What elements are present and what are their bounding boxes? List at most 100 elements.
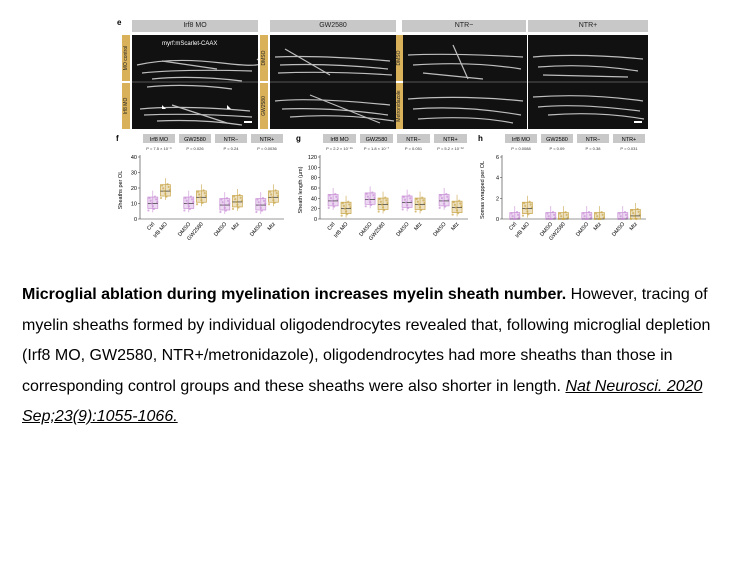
data-point-f: [258, 203, 261, 207]
data-point-h: [551, 210, 555, 214]
data-point-f: [197, 190, 200, 193]
data-point-f: [184, 196, 187, 200]
data-point-h: [550, 217, 553, 221]
micrograph-ntr-minus: [403, 35, 527, 129]
xtick-label-h: Mtz: [593, 221, 603, 232]
data-point-g: [415, 197, 418, 201]
data-point-h: [566, 216, 569, 219]
data-point-g: [328, 194, 331, 197]
data-point-g: [446, 195, 449, 198]
data-point-g: [346, 213, 349, 216]
data-point-h: [547, 215, 550, 218]
data-point-h: [565, 213, 568, 216]
figure-caption: Microglial ablation during myelination i…: [22, 280, 742, 433]
caption-citation[interactable]: Nat Neurosci. 2020 Sep;23(9):1055-1066.: [22, 377, 703, 426]
data-point-f: [161, 184, 164, 187]
data-point-g: [452, 200, 455, 204]
xtick-label-g: DMSO: [432, 221, 448, 238]
group-name-f: NTR+: [260, 137, 275, 143]
ytick-label-g: 80: [311, 176, 317, 182]
xtick-label-f: Irf8 MO: [153, 221, 170, 239]
ytick-label-h: 0: [496, 217, 499, 223]
caption-body: However, tracing of myelin sheaths forme…: [22, 286, 711, 395]
pvalue-f: P = 7.5 × 10⁻⁶: [146, 146, 172, 151]
data-point-g: [421, 196, 424, 199]
group-name-h: NTR−: [586, 137, 601, 143]
ytick-label-f: 0: [134, 217, 137, 223]
xtick-label-f: DMSO: [213, 221, 229, 238]
data-point-g: [455, 209, 459, 212]
data-point-g: [327, 206, 330, 209]
data-point-h: [553, 213, 556, 216]
data-point-f: [231, 207, 235, 210]
data-point-h: [601, 213, 604, 216]
data-point-g: [401, 208, 404, 211]
data-point-h: [622, 217, 625, 221]
data-point-g: [441, 199, 445, 203]
data-point-g: [422, 199, 425, 202]
data-point-f: [183, 209, 186, 212]
pvalue-f: P = 0.026: [186, 146, 204, 151]
data-point-f: [264, 202, 267, 205]
data-point-g: [417, 203, 421, 206]
data-point-h: [559, 212, 562, 215]
data-point-f: [256, 198, 259, 201]
xtick-label-f: Mtz: [267, 221, 277, 232]
data-point-h: [625, 213, 628, 216]
data-point-f: [225, 197, 229, 200]
data-point-f: [168, 188, 171, 191]
data-point-g: [416, 200, 419, 203]
xtick-label-f: Ctrl: [146, 221, 156, 231]
group-header-h: [505, 134, 537, 143]
data-point-h: [593, 217, 597, 221]
xtick-label-h: Ctrl: [508, 221, 518, 231]
data-point-h: [586, 217, 589, 221]
data-point-f: [235, 200, 238, 204]
data-point-f: [260, 209, 263, 212]
data-point-h: [523, 202, 526, 205]
data-point-f: [155, 198, 158, 201]
group-name-g: GW2580: [366, 137, 388, 143]
data-point-g: [377, 210, 380, 213]
data-point-g: [334, 192, 337, 196]
data-point-f: [234, 198, 237, 201]
data-point-h: [619, 215, 622, 218]
data-point-g: [373, 196, 376, 200]
data-point-g: [420, 208, 423, 212]
data-point-h: [631, 209, 634, 212]
group-header-g: [323, 134, 356, 143]
xtick-label-g: Ctrl: [327, 221, 337, 231]
data-point-g: [385, 199, 388, 202]
data-point-h: [589, 213, 592, 216]
data-point-f: [202, 189, 205, 192]
data-point-h: [515, 210, 519, 214]
data-point-f: [255, 210, 258, 214]
data-point-h: [509, 217, 512, 221]
data-point-h: [528, 200, 531, 203]
data-point-h: [524, 204, 527, 207]
pvalue-h: P = 0.09: [550, 146, 566, 151]
data-point-f: [159, 196, 163, 200]
pvalue-g: P = 0.051: [405, 146, 423, 151]
data-point-f: [221, 201, 224, 204]
data-point-f: [201, 201, 204, 204]
data-point-g: [408, 194, 411, 197]
panel-label-h: h: [478, 134, 483, 143]
data-point-g: [458, 199, 461, 202]
data-point-h: [510, 212, 513, 215]
panel-e-header-2: GW2580: [270, 20, 396, 32]
ytick-label-f: 20: [131, 186, 137, 192]
xtick-label-f: Mtz: [231, 221, 241, 232]
data-point-h: [590, 216, 593, 219]
data-point-f: [238, 193, 241, 197]
data-point-f: [165, 195, 168, 198]
data-point-h: [595, 212, 598, 215]
data-point-f: [186, 202, 189, 205]
data-point-f: [149, 199, 152, 202]
data-point-g: [447, 198, 450, 201]
pvalue-f: P = 0.24: [224, 146, 240, 151]
data-point-h: [514, 217, 517, 221]
data-point-h: [637, 210, 640, 213]
xtick-label-h: DMSO: [611, 221, 627, 238]
